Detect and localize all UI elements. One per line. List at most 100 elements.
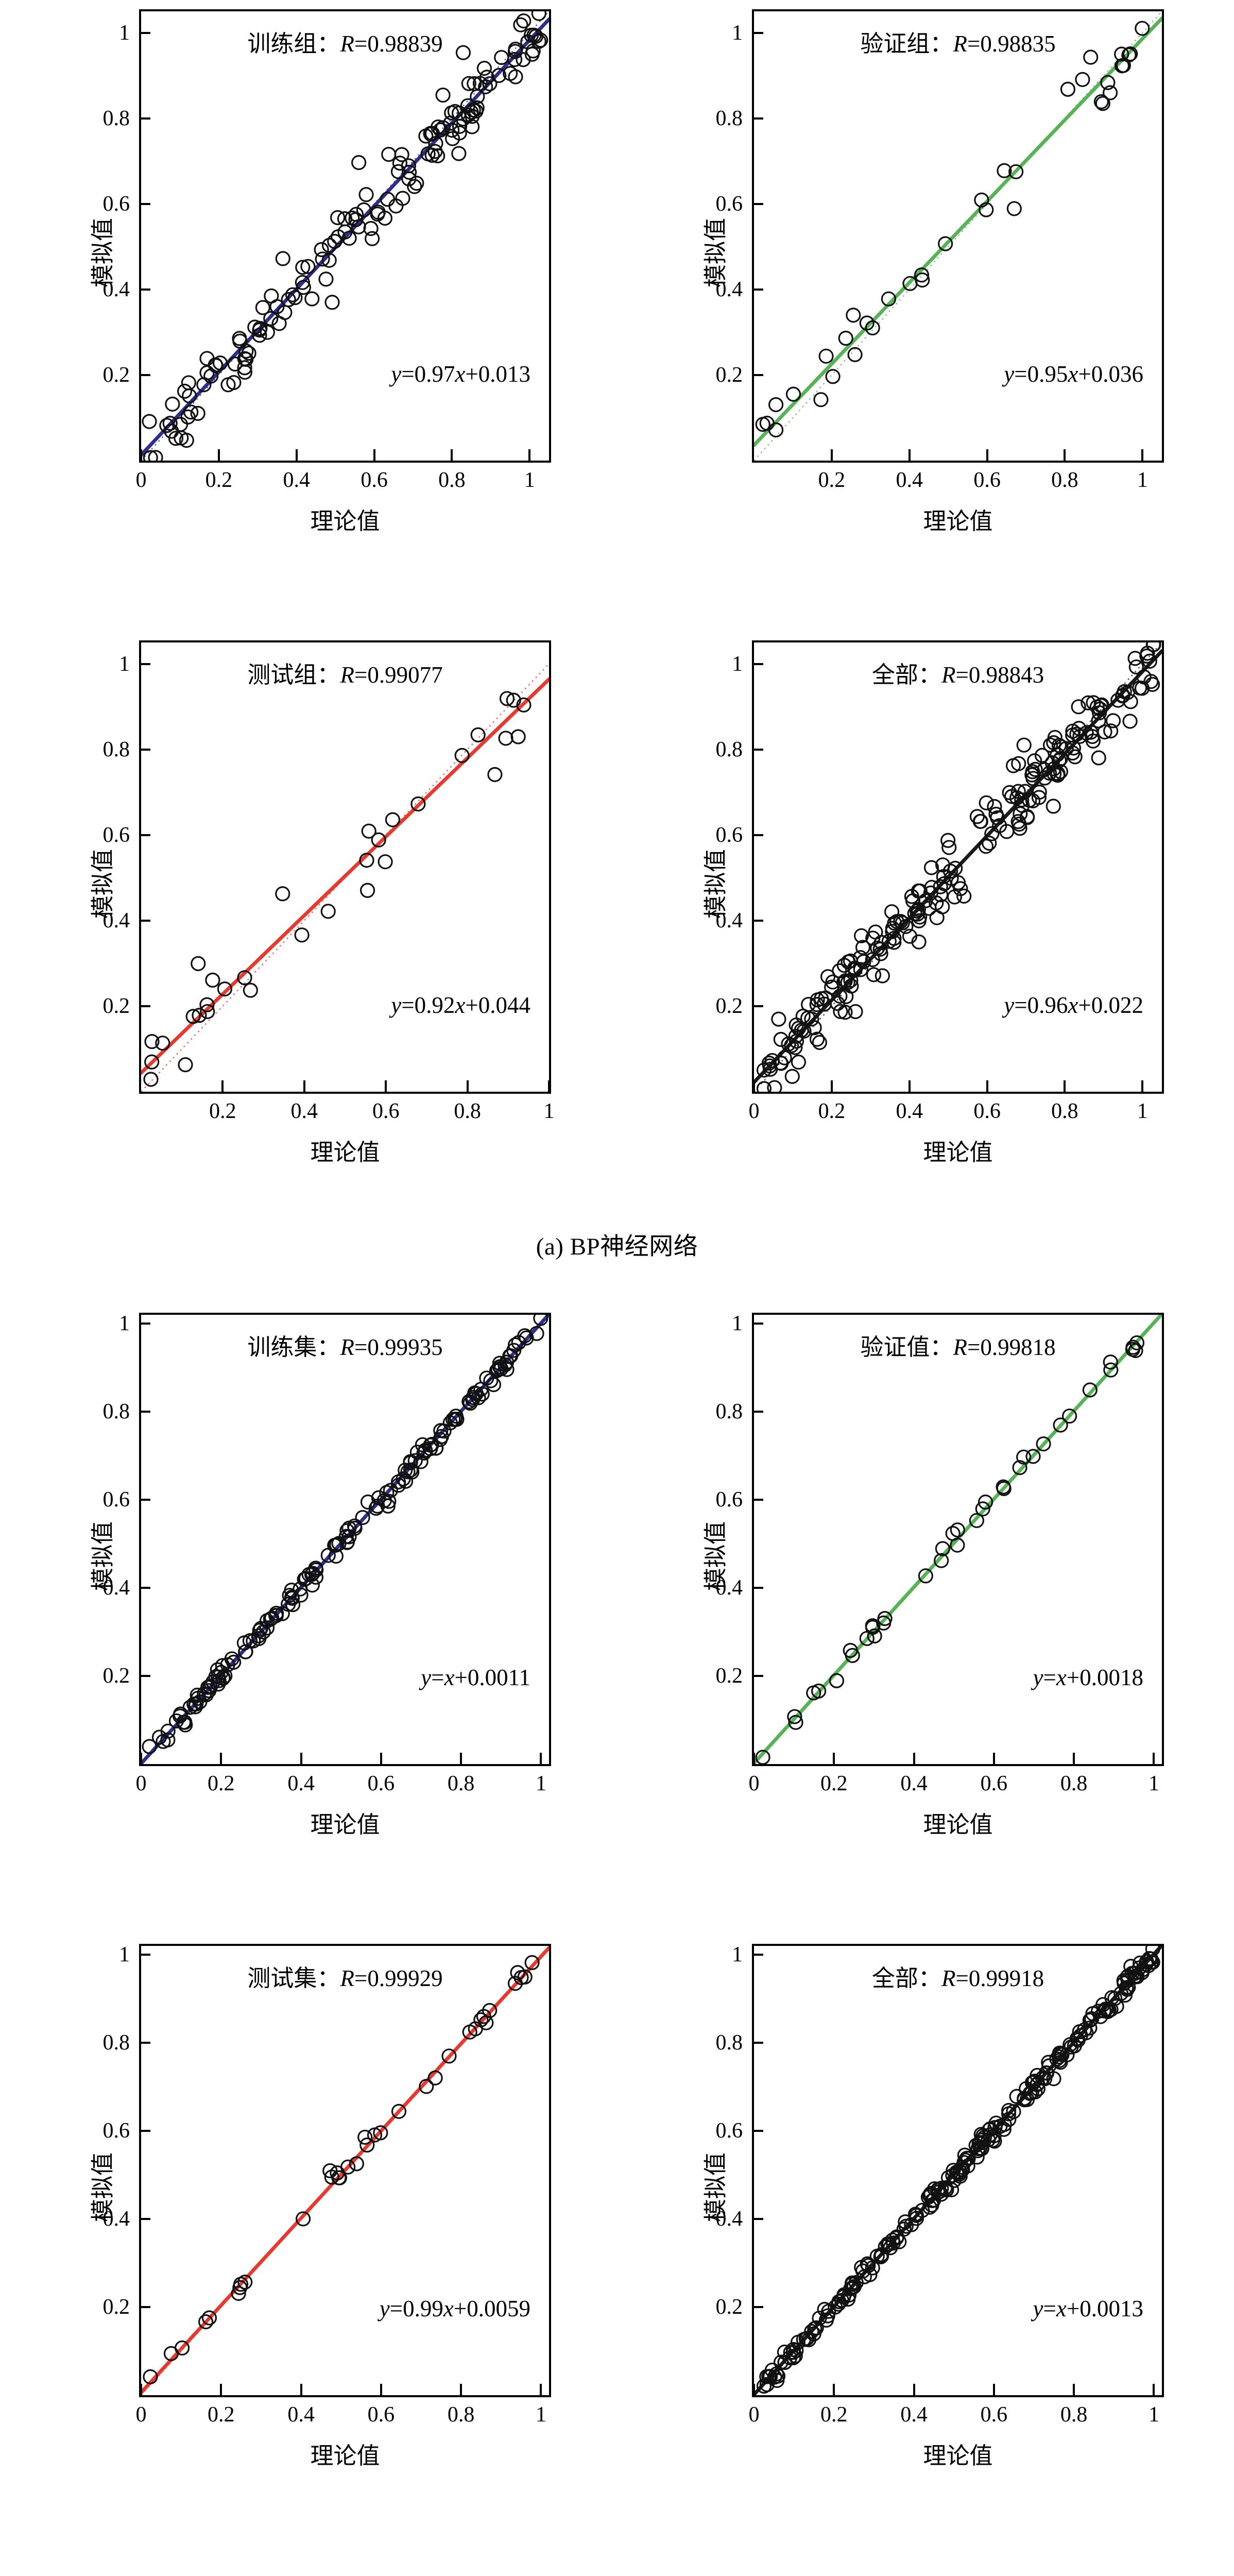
data-point bbox=[905, 893, 921, 909]
data-point bbox=[513, 1970, 529, 1986]
x-tick bbox=[1064, 1080, 1066, 1092]
data-point bbox=[1027, 2084, 1043, 2100]
plot-axes bbox=[752, 9, 1164, 463]
data-point bbox=[923, 860, 939, 875]
data-point bbox=[165, 396, 180, 412]
x-tick-label: 0 bbox=[135, 1772, 147, 1795]
x-tick bbox=[528, 449, 531, 461]
data-point bbox=[978, 1494, 993, 1510]
data-point bbox=[818, 348, 834, 364]
plot-title: 全部：R=0.99918 bbox=[871, 1965, 1044, 1991]
data-point bbox=[143, 2369, 158, 2384]
y-tick bbox=[139, 2306, 150, 2309]
y-tick-label: 0.2 bbox=[715, 1664, 743, 1688]
data-points bbox=[755, 21, 1150, 438]
x-tick bbox=[1073, 1753, 1075, 1764]
data-point bbox=[1110, 692, 1126, 708]
x-tick-label: 0.2 bbox=[208, 2403, 235, 2427]
y-tick-label: 0.4 bbox=[102, 277, 130, 301]
data-point bbox=[441, 2048, 457, 2064]
data-point bbox=[452, 118, 468, 134]
y-axis-title: 模拟值 bbox=[90, 849, 116, 919]
data-point bbox=[419, 2079, 434, 2094]
data-point bbox=[205, 972, 220, 988]
y-tick-label: 0.4 bbox=[102, 908, 130, 933]
data-point bbox=[950, 1522, 965, 1538]
data-point bbox=[347, 1520, 363, 1536]
data-point bbox=[838, 330, 853, 346]
y-tick-label: 0.4 bbox=[715, 908, 743, 933]
data-point bbox=[315, 251, 330, 267]
data-point bbox=[381, 1494, 397, 1509]
data-point bbox=[1067, 749, 1083, 765]
y-tick bbox=[139, 2218, 150, 2221]
data-point bbox=[365, 231, 380, 246]
data-point bbox=[371, 832, 386, 848]
data-point bbox=[1010, 814, 1026, 829]
data-point bbox=[465, 109, 480, 124]
y-tick bbox=[139, 2130, 150, 2132]
y-tick-label: 0.6 bbox=[102, 192, 130, 216]
data-point bbox=[351, 155, 367, 171]
data-point bbox=[1069, 726, 1085, 742]
data-point bbox=[789, 2343, 804, 2358]
data-point bbox=[777, 2354, 793, 2370]
x-tick bbox=[221, 1080, 224, 1092]
data-point bbox=[1025, 1449, 1041, 1464]
data-point bbox=[1134, 681, 1150, 696]
data-point bbox=[924, 2197, 939, 2213]
x-tick bbox=[908, 1080, 911, 1092]
plot-equation: y=0.92x+0.044 bbox=[391, 992, 530, 1018]
data-point bbox=[479, 70, 495, 85]
data-point bbox=[295, 260, 311, 275]
data-point bbox=[388, 198, 404, 214]
data-point bbox=[516, 52, 531, 67]
x-tick-label: 0.2 bbox=[209, 1099, 236, 1123]
data-point bbox=[392, 156, 408, 171]
data-point bbox=[487, 767, 503, 782]
y-tick-label: 0.2 bbox=[715, 994, 743, 1018]
data-point bbox=[491, 67, 507, 83]
data-point bbox=[791, 1054, 807, 1070]
data-point bbox=[339, 1534, 355, 1550]
plot-axes bbox=[139, 1944, 551, 2397]
x-tick-label: 0.4 bbox=[290, 1099, 318, 1123]
data-point bbox=[810, 992, 825, 1008]
panel-bp-neural-network: 0.2 0.4 0.6 0.8 1 0 0.2 0.4 0.6 0.8 1 训练组：R=0.98839… bbox=[0, 0, 1234, 1273]
x-tick-label: 0.2 bbox=[208, 1772, 235, 1795]
data-point bbox=[183, 404, 199, 420]
data-point bbox=[433, 122, 448, 138]
data-point bbox=[415, 1437, 430, 1452]
data-point bbox=[840, 975, 855, 990]
x-tick bbox=[460, 2384, 462, 2395]
data-point bbox=[1046, 761, 1061, 776]
plot-equation: y=0.96x+0.022 bbox=[1004, 992, 1143, 1018]
data-point bbox=[304, 291, 320, 307]
data-point bbox=[144, 1054, 160, 1070]
x-tick-label: 1 bbox=[1137, 1099, 1148, 1123]
data-point bbox=[401, 158, 417, 174]
data-point bbox=[957, 2147, 972, 2163]
reference-line bbox=[141, 663, 549, 1092]
y-tick bbox=[752, 748, 763, 751]
plot-a-test: 0.2 0.4 0.6 0.8 1 0.2 0.4 0.6 0.8 1 测试组：R=0.99077 y… bbox=[49, 631, 585, 1182]
x-tick bbox=[913, 1753, 915, 1764]
x-tick bbox=[451, 449, 453, 461]
data-point bbox=[215, 1671, 231, 1686]
data-point bbox=[1120, 1973, 1136, 1988]
data-point bbox=[909, 2211, 924, 2226]
y-tick-label: 0.4 bbox=[102, 1576, 130, 1600]
data-point bbox=[237, 970, 252, 986]
x-tick bbox=[140, 2384, 142, 2395]
x-tick bbox=[1153, 1753, 1155, 1764]
data-point bbox=[237, 351, 252, 366]
data-point bbox=[1046, 735, 1061, 751]
data-point bbox=[533, 1315, 549, 1326]
data-point bbox=[952, 2164, 968, 2180]
y-tick-label: 0.6 bbox=[715, 192, 743, 216]
data-point bbox=[809, 1031, 825, 1047]
data-point bbox=[275, 886, 290, 902]
data-point bbox=[1145, 642, 1161, 652]
data-point bbox=[285, 287, 301, 302]
data-point bbox=[847, 347, 863, 362]
